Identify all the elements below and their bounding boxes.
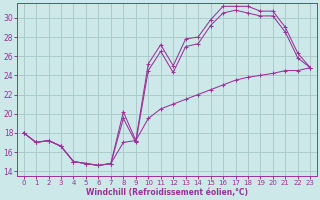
- X-axis label: Windchill (Refroidissement éolien,°C): Windchill (Refroidissement éolien,°C): [86, 188, 248, 197]
